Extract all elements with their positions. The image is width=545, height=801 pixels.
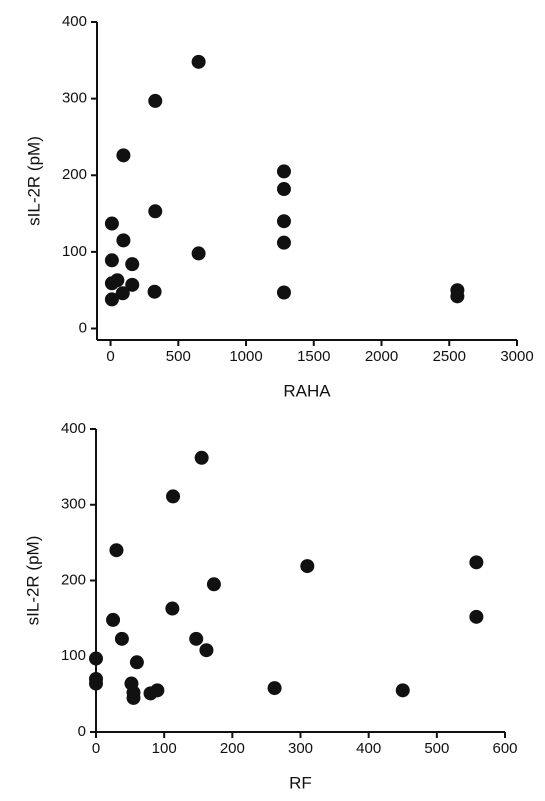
- point: [148, 93, 163, 108]
- point: [104, 216, 119, 231]
- y-tick-label: 400: [62, 13, 87, 30]
- x-tick-label: 500: [424, 740, 449, 757]
- x-tick-label: 300: [288, 740, 313, 757]
- point: [125, 257, 140, 272]
- point: [148, 204, 163, 219]
- point: [116, 148, 131, 163]
- point: [126, 690, 141, 705]
- x-axis-label: RAHA: [283, 381, 331, 400]
- y-tick-label: 400: [61, 420, 86, 437]
- point: [199, 643, 214, 658]
- point: [129, 655, 144, 670]
- x-tick-label: 1000: [229, 348, 262, 365]
- point: [395, 683, 410, 698]
- point: [194, 450, 209, 465]
- point: [469, 609, 484, 624]
- y-axis-label: sIL-2R (pM): [23, 536, 42, 626]
- x-tick-label: 2000: [365, 348, 398, 365]
- point: [116, 233, 131, 248]
- x-tick-label: 500: [166, 348, 191, 365]
- point: [109, 543, 124, 558]
- point: [191, 246, 206, 261]
- x-tick-label: 1500: [297, 348, 330, 365]
- point: [104, 253, 119, 268]
- point: [276, 214, 291, 229]
- x-tick-label: 200: [220, 740, 245, 757]
- point: [276, 164, 291, 179]
- point: [125, 277, 140, 292]
- point: [276, 285, 291, 300]
- point: [89, 651, 103, 666]
- point: [276, 235, 291, 250]
- point: [166, 489, 181, 504]
- y-tick-label: 200: [62, 166, 87, 183]
- point: [150, 683, 165, 698]
- y-tick-label: 200: [61, 571, 86, 588]
- point: [276, 182, 291, 197]
- x-tick-label: 600: [492, 740, 517, 757]
- point: [469, 555, 484, 570]
- point: [191, 54, 206, 69]
- point: [115, 286, 130, 301]
- x-tick-label: 0: [106, 348, 114, 365]
- point: [110, 273, 125, 288]
- y-axis-label: sIL-2R (pM): [24, 136, 43, 226]
- point: [89, 676, 103, 691]
- point: [267, 681, 282, 696]
- point: [165, 601, 180, 616]
- point: [450, 289, 465, 304]
- x-tick-label: 3000: [500, 348, 533, 365]
- y-tick-label: 0: [78, 723, 86, 740]
- y-tick-label: 300: [62, 90, 87, 107]
- point: [189, 631, 204, 646]
- x-tick-label: 0: [92, 740, 100, 757]
- x-tick-label: 100: [152, 740, 177, 757]
- point: [147, 284, 162, 299]
- y-tick-label: 300: [61, 496, 86, 513]
- x-tick-label: 400: [356, 740, 381, 757]
- y-tick-label: 100: [62, 243, 87, 260]
- point: [206, 577, 221, 592]
- point: [114, 631, 129, 646]
- x-tick-label: 2500: [433, 348, 466, 365]
- point: [300, 559, 315, 574]
- y-tick-label: 0: [79, 319, 87, 336]
- x-axis-label: RF: [289, 773, 312, 792]
- y-tick-label: 100: [61, 647, 86, 664]
- point: [104, 292, 119, 307]
- point: [106, 612, 121, 627]
